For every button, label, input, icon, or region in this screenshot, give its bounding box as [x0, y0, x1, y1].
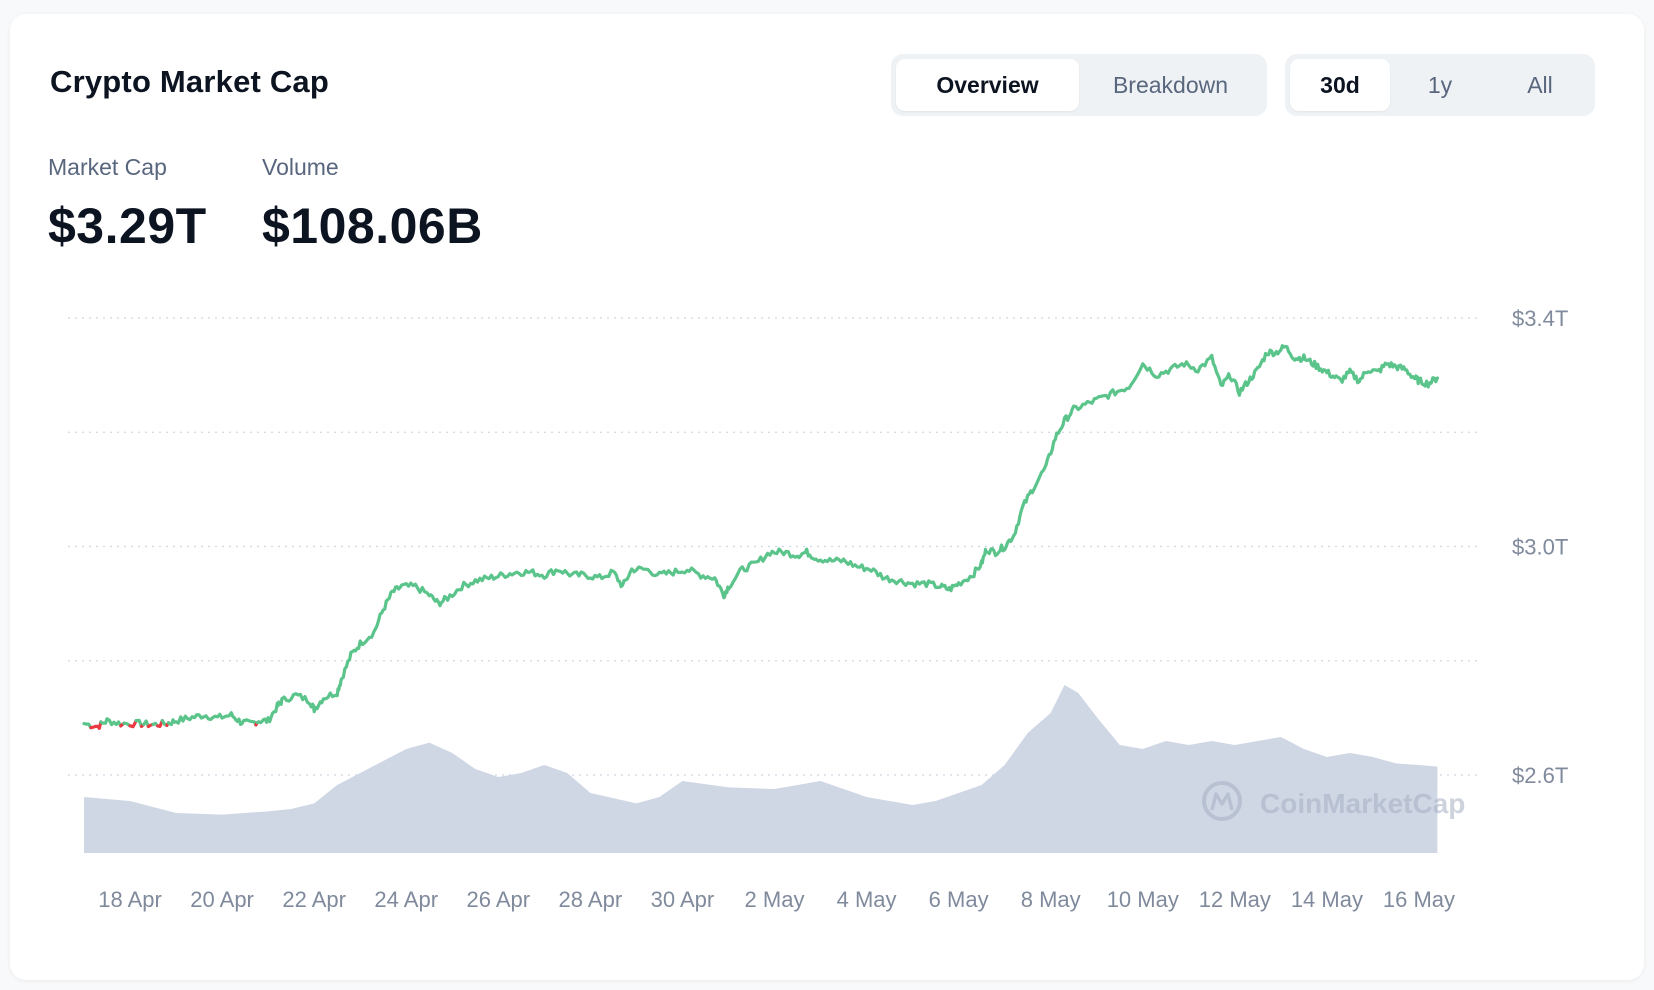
range-all-button[interactable]: All	[1527, 71, 1553, 98]
x-tick-label: 10 May	[1107, 887, 1179, 912]
market-cap-line-segment	[142, 719, 150, 729]
x-tick-label: 28 Apr	[559, 887, 623, 912]
x-tick-label: 2 May	[745, 887, 805, 912]
view-toggle: Overview Breakdown	[891, 54, 1267, 116]
x-tick-label: 6 May	[929, 887, 989, 912]
y-tick-label: $3.4T	[1512, 306, 1568, 331]
volume-area-shape	[84, 685, 1438, 853]
range-1y-button[interactable]: 1y	[1427, 71, 1453, 98]
x-tick-label: 4 May	[837, 887, 897, 912]
watermark-text: CoinMarketCap	[1260, 788, 1465, 819]
market-cap-line-segment	[156, 719, 164, 728]
market-cap-line-segment	[166, 711, 258, 727]
watermark: CoinMarketCap	[1202, 781, 1465, 821]
tab-overview[interactable]: Overview	[896, 59, 1079, 111]
x-axis-labels: 18 Apr 20 Apr 22 Apr 24 Apr 26 Apr 28 Apr 30 A…	[98, 887, 1455, 912]
range-toggle: 30d 1y All	[1285, 54, 1595, 116]
x-tick-label: 20 Apr	[190, 887, 254, 912]
x-tick-label: 24 Apr	[374, 887, 438, 912]
volume-stat: Volume $108.06B	[262, 154, 483, 255]
range-30d-button[interactable]: 30d	[1290, 59, 1390, 111]
volume-area	[84, 685, 1438, 853]
market-cap-line-segment	[128, 719, 138, 729]
x-tick-label: 8 May	[1021, 887, 1081, 912]
y-axis-labels: $3.4T $3.0T $2.6T	[1512, 306, 1568, 788]
x-tick-label: 30 Apr	[651, 887, 715, 912]
market-cap-label: Market Cap	[48, 154, 167, 180]
grid-lines	[68, 317, 1480, 776]
market-cap-line-segment	[99, 717, 123, 728]
market-cap-line-segment	[134, 718, 144, 728]
tab-breakdown[interactable]: Breakdown	[1112, 71, 1229, 98]
market-cap-stat: Market Cap $3.29T	[48, 154, 207, 255]
x-tick-label: 18 Apr	[98, 887, 162, 912]
y-tick-label: $2.6T	[1512, 763, 1568, 788]
x-tick-label: 22 Apr	[282, 887, 346, 912]
page-title: Crypto Market Cap	[50, 64, 330, 99]
volume-label: Volume	[262, 154, 339, 180]
market-cap-line-segment	[89, 720, 103, 730]
y-tick-label: $3.0T	[1512, 535, 1568, 560]
volume-value: $108.06B	[262, 198, 483, 254]
market-cap-line-segment	[82, 722, 93, 730]
x-tick-label: 12 May	[1199, 887, 1271, 912]
market-cap-value: $3.29T	[48, 198, 207, 254]
market-cap-line-segment	[255, 344, 1439, 725]
coinmarketcap-logo-icon	[1202, 781, 1242, 821]
market-cap-line	[82, 344, 1439, 730]
x-tick-label: 26 Apr	[466, 887, 530, 912]
x-tick-label: 14 May	[1291, 887, 1363, 912]
x-tick-label: 16 May	[1383, 887, 1455, 912]
